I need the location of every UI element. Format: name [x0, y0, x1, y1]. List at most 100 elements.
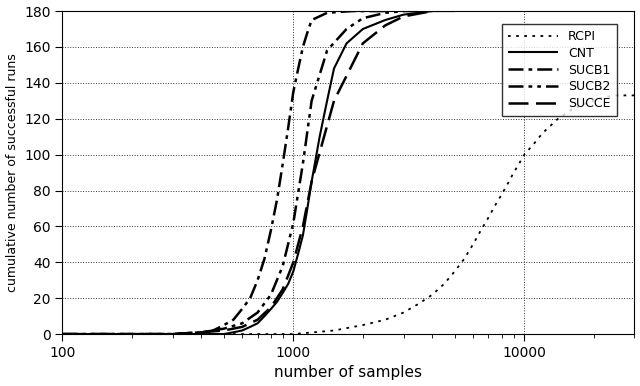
- RCPI: [469, 242, 477, 247]
- SUCB2: [323, 48, 331, 53]
- RCPI: [330, 328, 338, 333]
- SUCB1: [246, 296, 254, 301]
- SUCCE: [267, 305, 275, 310]
- SUCB1: [279, 161, 287, 166]
- CNT: [267, 306, 275, 311]
- SUCB2: [359, 16, 367, 20]
- SUCCE: [400, 14, 408, 19]
- SUCB2: [342, 27, 350, 31]
- SUCB1: [289, 90, 297, 94]
- CNT: [253, 321, 261, 326]
- SUCB2: [220, 327, 228, 331]
- SUCB2: [198, 330, 205, 335]
- RCPI: [359, 323, 367, 327]
- RCPI: [451, 269, 459, 274]
- RCPI: [492, 203, 499, 207]
- SUCCE: [289, 260, 297, 265]
- Legend: RCPI, CNT, SUCB1, SUCB2, SUCCE: RCPI, CNT, SUCB1, SUCB2, SUCCE: [502, 24, 617, 116]
- SUCB1: [59, 332, 67, 337]
- RCPI: [612, 93, 620, 98]
- CNT: [294, 251, 302, 256]
- SUCCE: [308, 179, 316, 184]
- RCPI: [460, 256, 468, 261]
- CNT: [299, 233, 307, 238]
- SUCB1: [323, 10, 331, 15]
- RCPI: [440, 281, 448, 286]
- RCPI: [624, 93, 632, 98]
- CNT: [429, 9, 436, 14]
- SUCB2: [400, 9, 408, 14]
- Line: SUCB2: SUCB2: [63, 11, 433, 334]
- CNT: [381, 18, 389, 22]
- SUCCE: [238, 325, 246, 329]
- SUCB1: [260, 256, 268, 261]
- RCPI: [630, 93, 638, 98]
- Line: SUCCE: SUCCE: [63, 11, 433, 334]
- RCPI: [415, 301, 423, 306]
- SUCB2: [308, 98, 316, 103]
- SUCB1: [198, 330, 205, 335]
- CNT: [451, 9, 459, 14]
- RCPI: [590, 98, 598, 103]
- RCPI: [520, 152, 528, 157]
- RCPI: [579, 102, 587, 107]
- SUCB2: [279, 264, 287, 268]
- CNT: [220, 332, 228, 337]
- RCPI: [484, 215, 492, 220]
- SUCB1: [294, 66, 302, 71]
- RCPI: [59, 332, 67, 337]
- RCPI: [600, 95, 607, 100]
- RCPI: [498, 192, 506, 196]
- SUCB1: [303, 30, 311, 35]
- CNT: [316, 134, 323, 139]
- CNT: [246, 325, 254, 329]
- SUCCE: [279, 287, 287, 291]
- SUCB1: [273, 197, 281, 202]
- RCPI: [510, 170, 518, 175]
- SUCCE: [59, 332, 67, 337]
- SUCB1: [381, 9, 389, 14]
- SUCCE: [169, 332, 177, 337]
- RCPI: [381, 317, 389, 322]
- CNT: [342, 41, 350, 46]
- CNT: [289, 269, 297, 274]
- CNT: [59, 332, 67, 337]
- SUCB1: [267, 228, 275, 232]
- CNT: [284, 281, 292, 286]
- SUCB1: [238, 306, 246, 311]
- RCPI: [429, 292, 436, 297]
- SUCCE: [198, 330, 205, 335]
- RCPI: [400, 310, 408, 315]
- CNT: [323, 98, 331, 103]
- SUCB1: [284, 125, 292, 130]
- RCPI: [539, 131, 547, 135]
- SUCB2: [238, 321, 246, 326]
- SUCB2: [59, 332, 67, 337]
- SUCB2: [381, 10, 389, 15]
- SUCCE: [359, 41, 367, 46]
- SUCCE: [429, 9, 436, 14]
- SUCCE: [253, 317, 261, 322]
- RCPI: [515, 161, 523, 166]
- SUCCE: [330, 98, 338, 103]
- SUCB2: [289, 220, 297, 225]
- SUCB2: [299, 161, 307, 166]
- CNT: [303, 206, 311, 211]
- SUCB1: [169, 332, 177, 337]
- RCPI: [289, 332, 297, 337]
- Y-axis label: cumulative number of successful runs: cumulative number of successful runs: [6, 53, 19, 292]
- CNT: [238, 328, 246, 333]
- CNT: [260, 314, 268, 318]
- Line: RCPI: RCPI: [63, 95, 634, 334]
- RCPI: [568, 107, 575, 112]
- SUCB2: [429, 9, 436, 14]
- CNT: [359, 27, 367, 31]
- RCPI: [530, 142, 538, 146]
- RCPI: [554, 117, 562, 121]
- SUCB1: [230, 317, 237, 322]
- SUCCE: [381, 23, 389, 28]
- SUCB2: [267, 292, 275, 297]
- CNT: [400, 12, 408, 17]
- CNT: [230, 330, 237, 335]
- SUCB1: [253, 278, 261, 283]
